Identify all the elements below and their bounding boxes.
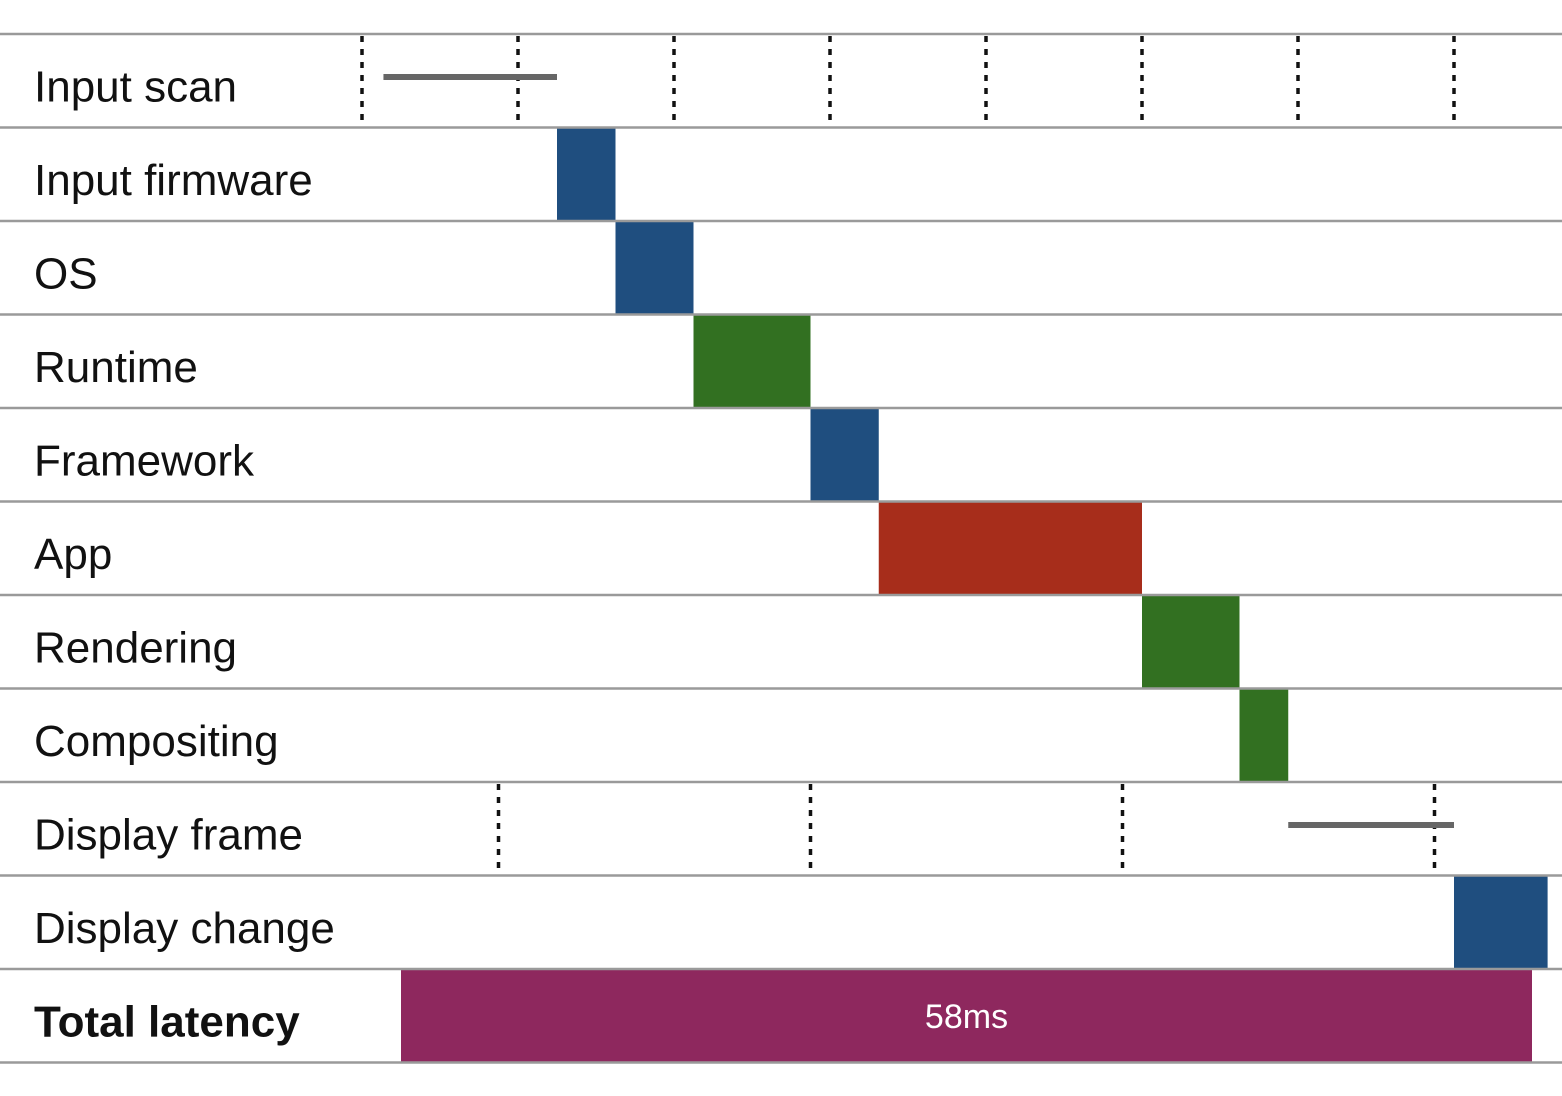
os-bar xyxy=(615,221,694,315)
rendering-label: Rendering xyxy=(34,623,237,672)
compositing-bar xyxy=(1239,688,1289,782)
app-label: App xyxy=(34,530,112,579)
display-change-label: Display change xyxy=(34,904,335,953)
total-latency-label: Total latency xyxy=(34,997,300,1046)
os-label: OS xyxy=(34,249,98,298)
display-change-bar xyxy=(1454,875,1548,969)
compositing-label: Compositing xyxy=(34,717,279,766)
total-latency-value-label: 58ms xyxy=(925,998,1008,1036)
runtime-label: Runtime xyxy=(34,343,198,392)
input-firmware-label: Input firmware xyxy=(34,156,313,205)
framework-label: Framework xyxy=(34,436,255,485)
display-frame-label: Display frame xyxy=(34,810,303,859)
total-latency-bar xyxy=(401,969,1532,1063)
framework-bar xyxy=(810,408,879,502)
rendering-bar xyxy=(1142,595,1240,689)
runtime-bar xyxy=(693,314,811,408)
input-firmware-bar xyxy=(557,127,616,221)
app-bar xyxy=(878,501,1142,595)
input-scan-label: Input scan xyxy=(34,62,237,111)
